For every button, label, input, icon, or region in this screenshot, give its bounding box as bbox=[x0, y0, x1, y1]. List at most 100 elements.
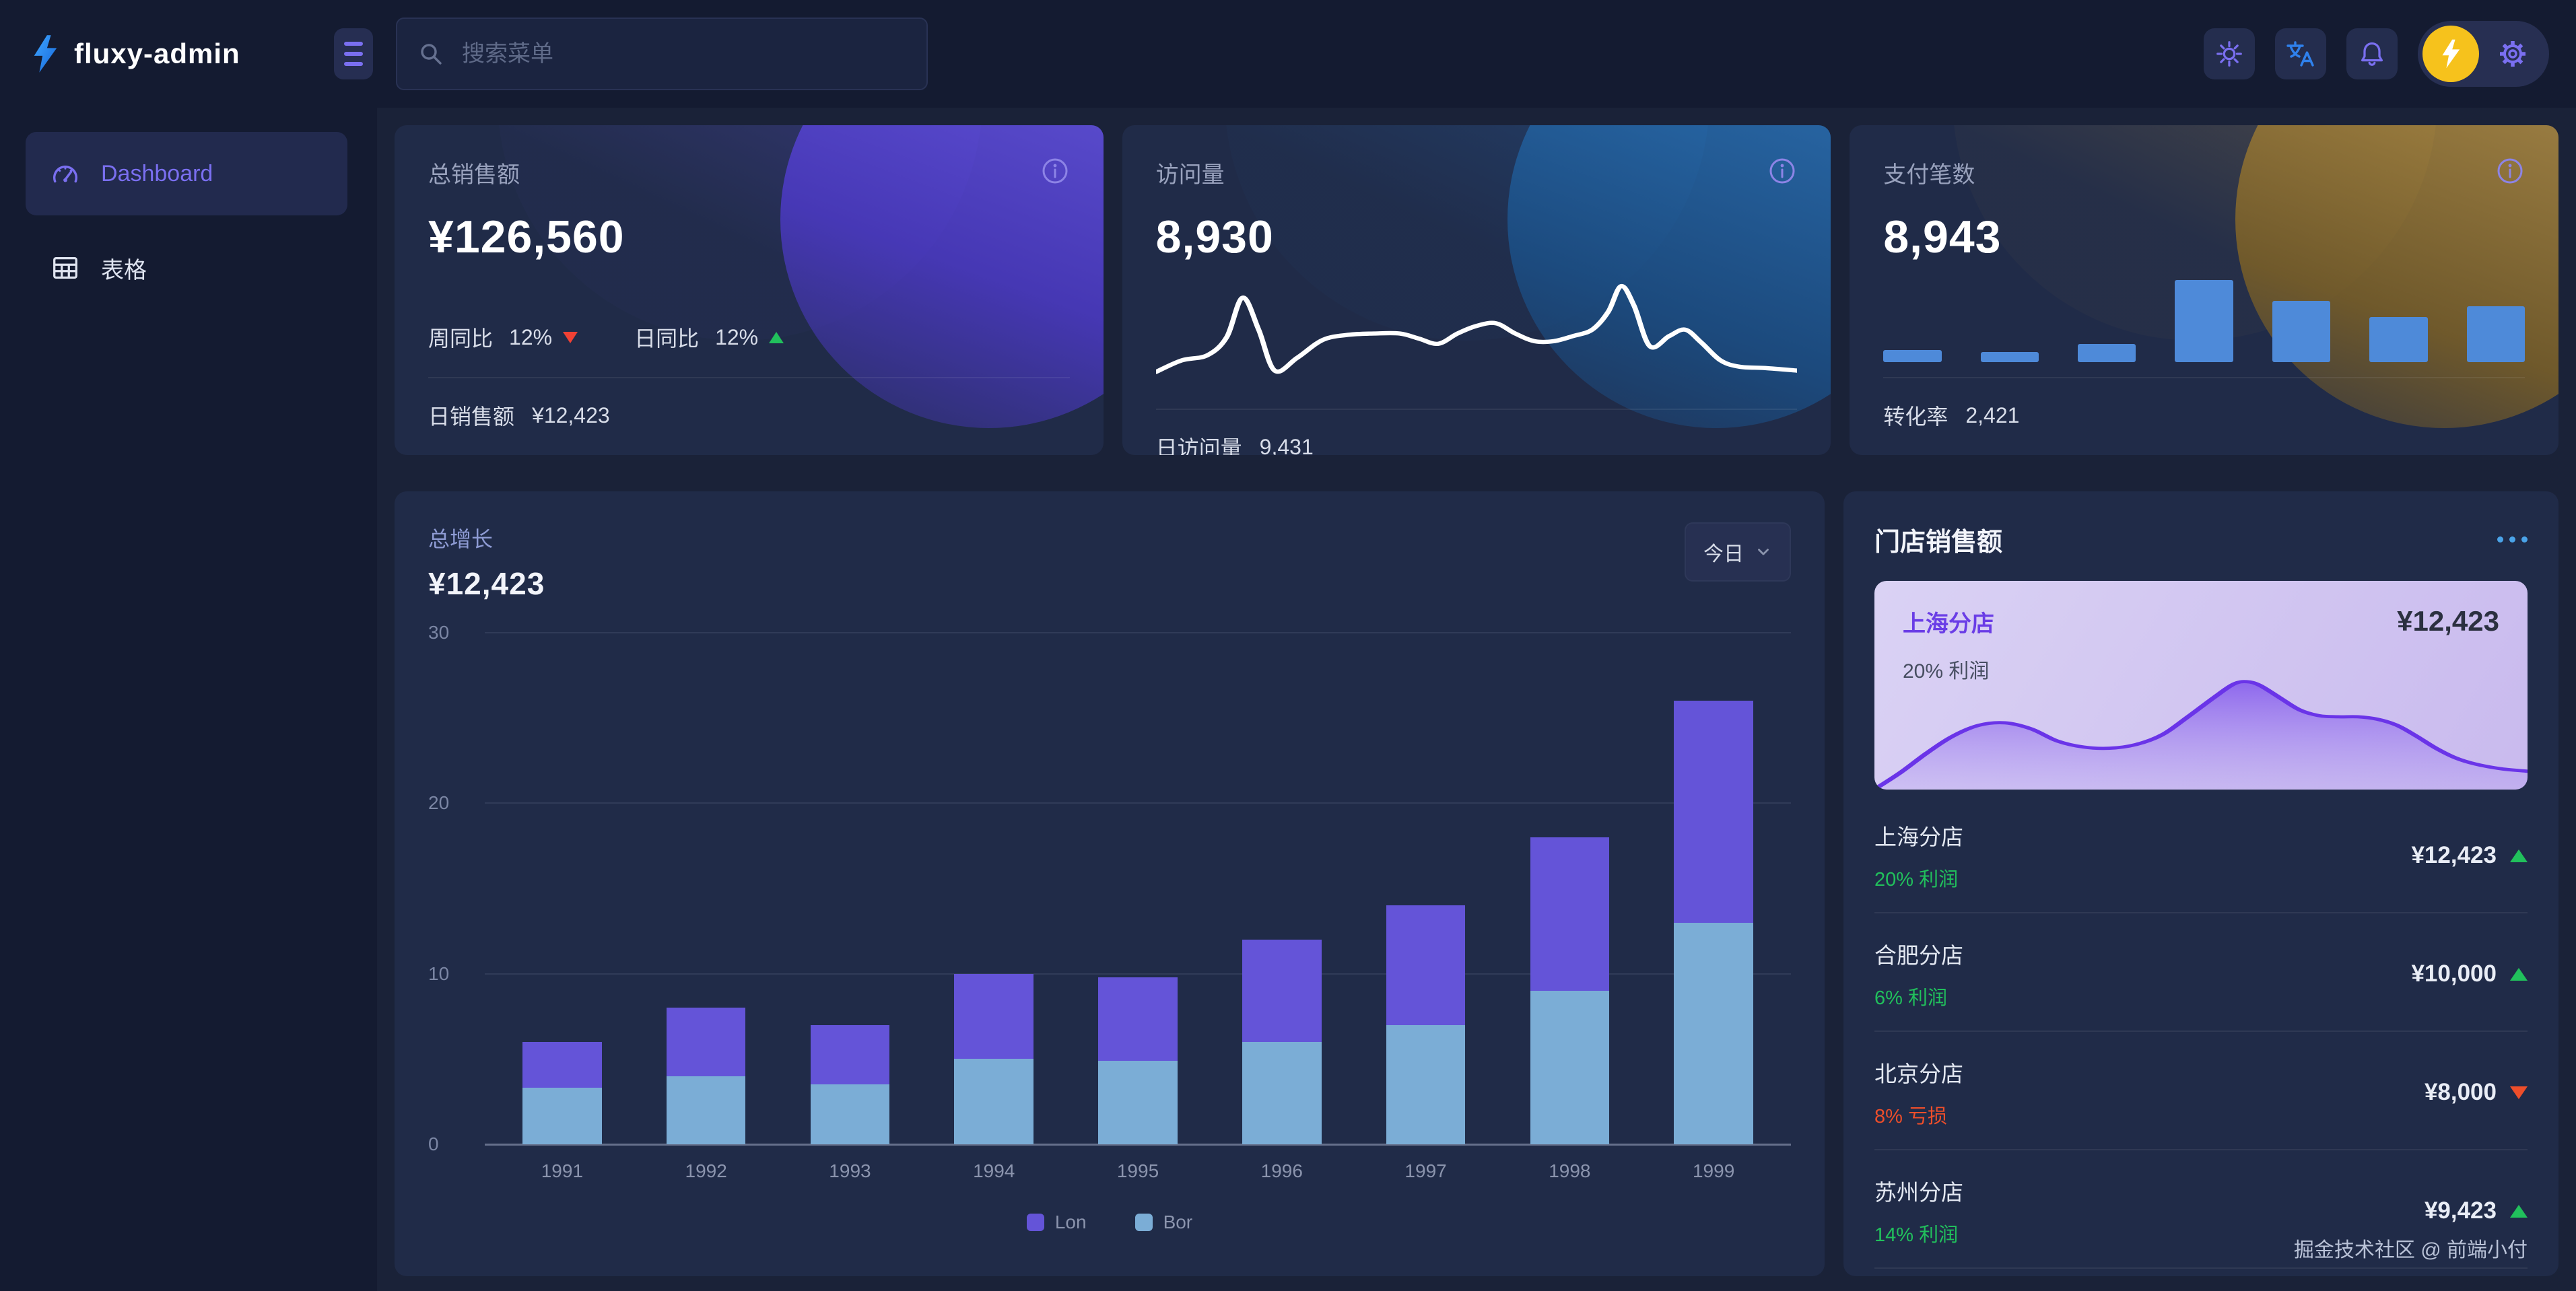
trend-up-icon bbox=[2510, 849, 2528, 862]
y-axis-label: 10 bbox=[428, 963, 450, 984]
gridline bbox=[485, 632, 1791, 633]
trend-up-icon bbox=[769, 331, 784, 343]
mini-bar bbox=[1883, 349, 1942, 362]
trend-down-icon bbox=[2510, 1086, 2528, 1099]
y-axis-label: 0 bbox=[428, 1133, 439, 1154]
growth-bar-1998 bbox=[1497, 633, 1641, 1144]
info-icon[interactable] bbox=[1040, 156, 1070, 186]
date-range-dropdown[interactable]: 今日 bbox=[1685, 522, 1791, 582]
topbar-actions bbox=[2204, 21, 2549, 87]
chart-legend: Lon Bor bbox=[428, 1212, 1791, 1233]
store-list-item[interactable]: 北京分店 8% 亏损 ¥8,000 bbox=[1874, 1031, 2528, 1149]
language-button[interactable] bbox=[2275, 28, 2326, 79]
sidebar-item-label: 表格 bbox=[101, 257, 147, 283]
featured-store-percent: 20% 利润 bbox=[1903, 660, 1990, 683]
user-settings-pill[interactable] bbox=[2418, 21, 2549, 87]
chart-title: 总增长 bbox=[428, 527, 494, 551]
store-list-item[interactable]: 南京分店 6% 亏损 ¥7,423 bbox=[1874, 1267, 2528, 1276]
stacked-bar-chart: 30 20 10 0 bbox=[428, 622, 1791, 1154]
bottom-row: 总增长 ¥12,423 今日 30 20 10 bbox=[395, 491, 2558, 1276]
bell-icon bbox=[2361, 42, 2383, 66]
x-axis-line bbox=[485, 1143, 1791, 1146]
search-input[interactable] bbox=[396, 18, 928, 90]
hamburger-menu-button[interactable] bbox=[334, 28, 373, 79]
growth-bar-1993 bbox=[778, 633, 922, 1144]
legend-swatch bbox=[1026, 1214, 1044, 1231]
translate-icon bbox=[2286, 41, 2314, 67]
sidebar-item-table[interactable]: 表格 bbox=[26, 226, 347, 310]
legend-item-lon[interactable]: Lon bbox=[1026, 1212, 1087, 1233]
avatar-lightning-icon bbox=[2442, 39, 2460, 69]
compare-row: 周同比 12% 日同比 12% bbox=[428, 322, 784, 353]
mini-bar bbox=[2369, 316, 2428, 362]
mini-bar bbox=[2175, 280, 2233, 362]
stat-title: 访问量 bbox=[1155, 162, 1225, 188]
more-options-icon[interactable] bbox=[2497, 530, 2528, 549]
sidebar-item-dashboard[interactable]: Dashboard bbox=[26, 132, 347, 215]
mini-bar bbox=[1980, 352, 2039, 362]
stat-title: 支付笔数 bbox=[1883, 162, 1975, 188]
day-over-day: 日同比 12% bbox=[634, 322, 784, 353]
x-axis-label: 1998 bbox=[1549, 1160, 1591, 1181]
store-list: 上海分店 20% 利润 ¥12,423 合肥分店 6% 利润 ¥10,000 bbox=[1874, 795, 2528, 1276]
store-list-item[interactable]: 苏州分店 14% 利润 ¥9,423 bbox=[1874, 1149, 2528, 1267]
stat-title: 总销售额 bbox=[428, 162, 520, 188]
growth-bar-1992 bbox=[634, 633, 778, 1144]
trend-up-icon bbox=[2510, 967, 2528, 981]
payments-mini-bar-chart bbox=[1883, 280, 2525, 362]
stat-value: 8,930 bbox=[1155, 211, 1274, 263]
mini-bar bbox=[2466, 306, 2525, 362]
sidebar: fluxy-admin Dashboard bbox=[0, 0, 377, 1291]
avatar[interactable] bbox=[2422, 26, 2479, 82]
x-axis-label: 1994 bbox=[973, 1160, 1015, 1181]
sidebar-menu: Dashboard 表格 bbox=[0, 108, 377, 320]
panel-title: 门店销售额 bbox=[1874, 528, 2003, 557]
stat-value: 8,943 bbox=[1883, 211, 2002, 263]
x-axis-label: 1991 bbox=[541, 1160, 584, 1181]
sun-icon bbox=[2216, 41, 2242, 67]
search-box bbox=[396, 18, 928, 90]
store-list-item[interactable]: 合肥分店 6% 利润 ¥10,000 bbox=[1874, 912, 2528, 1031]
main-column: 总销售额 ¥126,560 周同比 12% bbox=[377, 0, 2576, 1291]
dashboard-content: 总销售额 ¥126,560 周同比 12% bbox=[377, 108, 2576, 1291]
x-axis-label: 1992 bbox=[685, 1160, 727, 1181]
featured-area-chart bbox=[1874, 680, 2528, 790]
featured-store-name: 上海分店 bbox=[1903, 611, 1994, 637]
bars-area bbox=[490, 633, 1786, 1144]
store-list-item[interactable]: 上海分店 20% 利润 ¥12,423 bbox=[1874, 795, 2528, 912]
stat-card-total-sales: 总销售额 ¥126,560 周同比 12% bbox=[395, 125, 1104, 455]
divider bbox=[1155, 409, 1798, 410]
logo-lightning-icon bbox=[34, 35, 57, 73]
theme-toggle-button[interactable] bbox=[2204, 28, 2255, 79]
topbar bbox=[377, 0, 2576, 108]
trend-down-icon bbox=[563, 331, 578, 343]
info-icon[interactable] bbox=[2495, 156, 2525, 186]
stat-value: ¥126,560 bbox=[428, 211, 625, 263]
gridline bbox=[485, 802, 1791, 804]
stat-card-payments: 支付笔数 8,943 转化率 2,421 bbox=[1850, 125, 2558, 455]
stat-footer: 转化率 2,421 bbox=[1883, 403, 2020, 429]
mini-bar bbox=[2078, 344, 2136, 362]
chevron-down-icon bbox=[1758, 549, 1769, 555]
featured-store-value: ¥12,423 bbox=[2397, 605, 2499, 637]
notifications-button[interactable] bbox=[2346, 28, 2398, 79]
credits-text: 掘金技术社区 @ 前端小付 bbox=[2293, 1239, 2528, 1261]
info-icon[interactable] bbox=[1767, 156, 1797, 186]
legend-swatch bbox=[1134, 1214, 1153, 1231]
featured-store-card[interactable]: 上海分店 ¥12,423 20% 利润 bbox=[1874, 581, 2528, 790]
dashboard-gauge-icon bbox=[53, 166, 77, 183]
gear-icon[interactable] bbox=[2497, 38, 2529, 70]
store-sales-panel: 门店销售额 上海分店 ¥12,423 20% 利润 bbox=[1843, 491, 2558, 1276]
hamburger-line bbox=[344, 42, 363, 46]
table-icon bbox=[53, 256, 77, 279]
x-axis-labels: 1991 1992 1993 1994 1995 1996 1997 1998 1999 bbox=[490, 1160, 1786, 1182]
sidebar-item-label: Dashboard bbox=[101, 160, 213, 186]
visits-sparkline-chart bbox=[1155, 284, 1798, 374]
chart-value: ¥12,423 bbox=[428, 566, 545, 601]
week-over-week: 周同比 12% bbox=[428, 322, 578, 353]
growth-bar-1999 bbox=[1641, 633, 1786, 1144]
hamburger-line bbox=[344, 52, 363, 56]
legend-item-bor[interactable]: Bor bbox=[1134, 1212, 1192, 1233]
growth-bar-1995 bbox=[1066, 633, 1210, 1144]
